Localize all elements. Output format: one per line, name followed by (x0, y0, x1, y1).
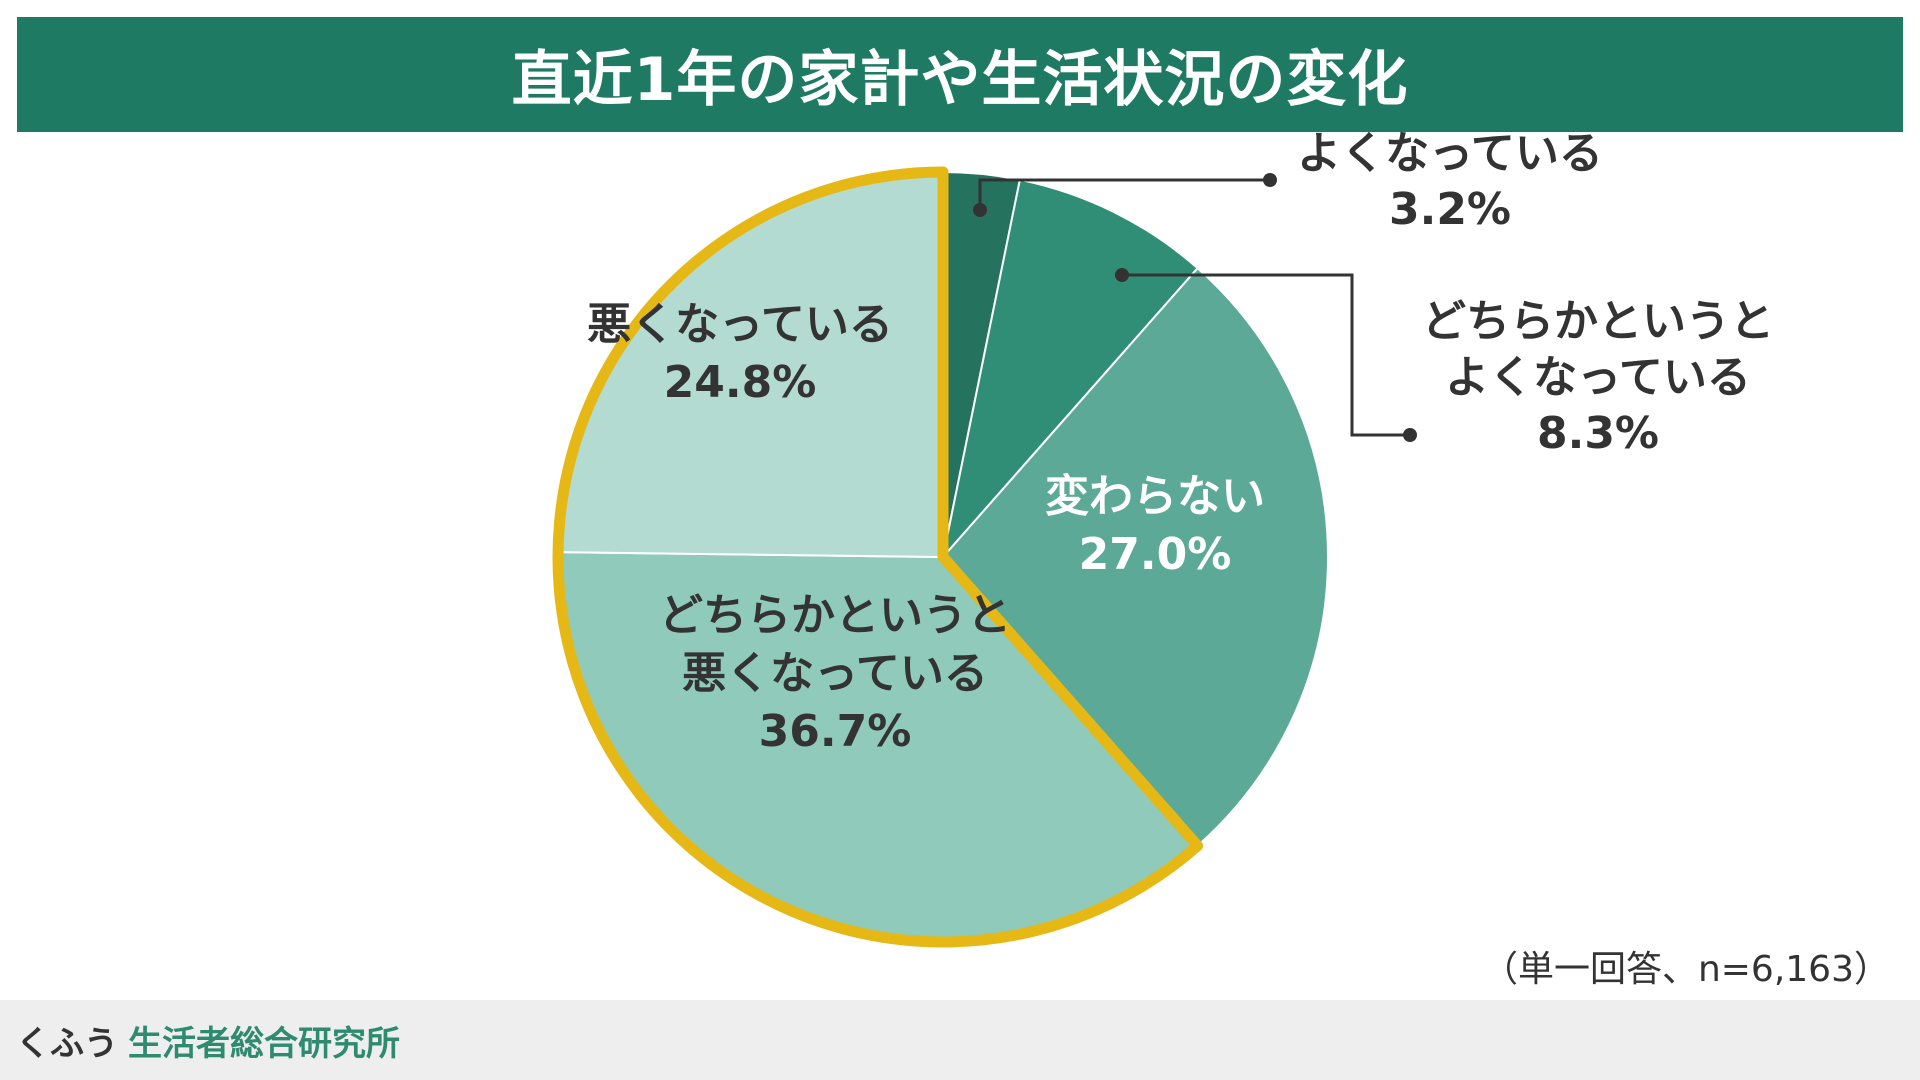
footer-bar: くふう 生活者総合研究所 (0, 1000, 1920, 1080)
slice-labels: よくなっている 3.2% どちらかというとよくなっている 8.3% 変わらない 27.0%… (587, 128, 1774, 757)
brand-logo: くふう 生活者総合研究所 (16, 1016, 400, 1065)
pie-slices (557, 170, 1330, 943)
sample-note: （単一回答、n=6,163） (1481, 949, 1890, 990)
callout-lines (973, 173, 1417, 442)
callout-dot-よくなっている-0 (973, 203, 987, 217)
title-banner: 直近1年の家計や生活状況の変化 (17, 17, 1903, 132)
callout-dot-どちらかというと-よくなっている-0 (1115, 268, 1129, 282)
pie-slice-変わらない (941, 266, 1330, 848)
callout-line-よくなっている (978, 178, 1270, 210)
callout-dot-よくなっている-1 (1263, 173, 1277, 187)
data-label-変わらない: 変わらない 27.0% (1045, 471, 1265, 580)
highlight-outline (552, 166, 1204, 948)
data-label-悪くなっている: 悪くなっている 24.8% (587, 299, 893, 408)
brand-prefix: くふう (16, 1023, 118, 1064)
brand-name: 生活者総合研究所 (128, 1023, 400, 1064)
callout-line-どちらかというと-よくなっている (1122, 273, 1410, 437)
data-label-どちらかというと-悪くなっている: どちらかというと悪くなっている 36.7% (659, 590, 1011, 757)
data-label-どちらかというと-よくなっている: どちらかというとよくなっている 8.3% (1422, 296, 1774, 459)
callout-dot-どちらかというと-よくなっている-1 (1403, 428, 1417, 442)
chart-title: 直近1年の家計や生活状況の変化 (511, 45, 1409, 115)
data-label-よくなっている: よくなっている 3.2% (1297, 128, 1603, 235)
highlight-border (552, 166, 1204, 948)
